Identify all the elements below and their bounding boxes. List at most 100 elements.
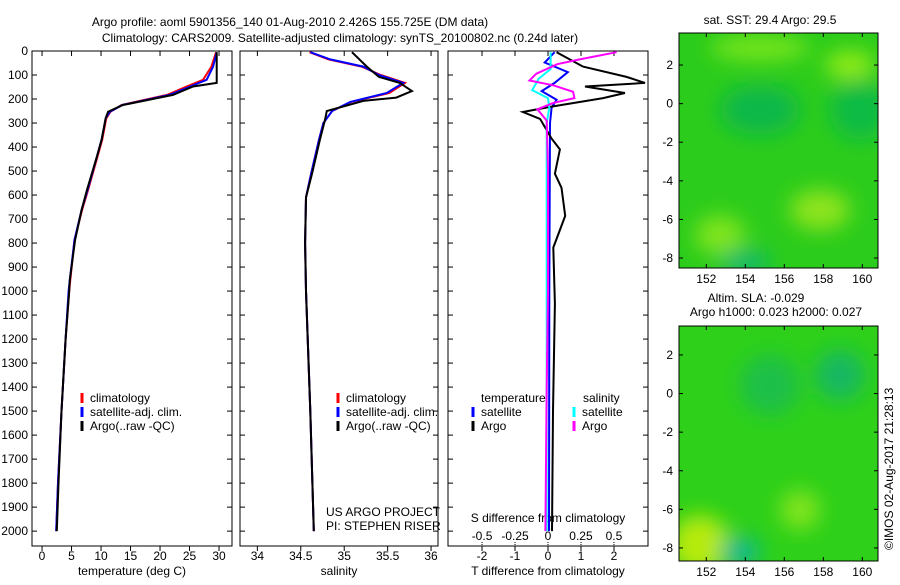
map-y-tick-label: -8 [662,541,673,555]
map-x-tick-label: 156 [774,272,794,286]
map-x-tick-label: 152 [696,565,716,579]
map-y-tick-label: -2 [662,135,673,149]
sst-map-title: sat. SST: 29.4 Argo: 29.5 [704,13,837,27]
series-line-argo-raw-qc- [304,51,414,532]
sla-map-title: Altim. SLA: -0.029 [708,291,805,305]
x2-tick-label: 0.25 [569,529,593,543]
figure-title-line2: Climatology: CARS2009. Satellite-adjuste… [102,31,578,45]
legend-header-salinity: salinity [583,391,620,405]
y-tick-label: 1900 [1,500,28,514]
y-tick-label: 2000 [1,524,28,538]
map-x-tick-label: 160 [852,565,872,579]
map-x-tick-label: 154 [735,272,755,286]
y-tick-label: 1000 [1,284,28,298]
legend-label: climatology [346,391,406,405]
series-line-climatology [304,51,408,532]
legend-label: Argo(..raw -QC) [90,419,175,433]
sla-map-subtitle: Argo h1000: 0.023 h2000: 0.027 [690,305,862,319]
x-tick-label: 1 [578,549,585,563]
legend-label: climatology [90,391,150,405]
y-tick-label: 1700 [1,452,28,466]
series-line-s-argo [527,51,617,532]
map-x-tick-label: 156 [774,565,794,579]
y-tick-label: 1200 [1,332,28,346]
y-tick-label: 400 [8,140,28,154]
y-tick-label: 1300 [1,356,28,370]
series-line-satellite-adj-clim- [304,51,406,532]
y-tick-label: 800 [8,236,28,250]
legend-label: satellite [481,405,522,419]
map-y-tick-label: 2 [666,58,673,72]
x-axis-label: T difference from climatology [471,564,625,578]
small-island-land [125,520,135,530]
y-tick-label: 1500 [1,404,28,418]
x2-tick-label: -0.25 [501,529,529,543]
x-tick-label: 0 [545,549,552,563]
x-tick-label: -1 [510,549,521,563]
series-line-t-satellite [539,51,570,532]
x-tick-label: 34.5 [289,549,313,563]
solomon-land [115,491,179,526]
x-tick-label: 20 [153,549,167,563]
y-tick-label: 500 [8,164,28,178]
legend-label: Argo [582,419,608,433]
copyright-label: ©IMOS 02-Aug-2017 21:28:13 [882,387,896,550]
y-tick-label: 900 [8,260,28,274]
legend-label: satellite-adj. clim. [90,405,182,419]
x2-tick-label: 0 [545,529,552,543]
legend-label: satellite [582,405,623,419]
navy-cell [31,159,43,178]
y-tick-label: 1600 [1,428,28,442]
map-y-tick-label: 2 [666,348,673,362]
y-tick-label: 100 [8,68,28,82]
x-tick-label: 0 [39,549,46,563]
sla-map: Altim. SLA: -0.029 Argo h1000: 0.023 h20… [78,291,879,579]
x-axis-label: salinity [321,564,358,578]
bougainville-land [78,466,103,497]
map-x-tick-label: 158 [813,565,833,579]
y-tick-label: 200 [8,92,28,106]
x-tick-label: 25 [183,549,197,563]
legend-label: satellite-adj. clim. [346,405,438,419]
project-annotation: US ARGO PROJECT [326,505,441,519]
map-y-tick-label: -6 [662,502,673,516]
y-tick-label: 1400 [1,380,28,394]
y-tick-label: 1800 [1,476,28,490]
profile-panel-3: -2 -1 0 1 2T difference from climatology -0.5… [447,50,649,578]
map-y-tick-label: -4 [662,174,673,188]
map-y-tick-label: -8 [662,251,673,265]
y-tick-label: 700 [8,212,28,226]
x-tick-label: 15 [124,549,138,563]
x-tick-label: 30 [212,549,226,563]
series-line-climatology [55,51,218,532]
x2-tick-label: 0.5 [606,529,623,543]
x-tick-label: 10 [94,549,108,563]
series-line-argo-raw-qc- [55,52,218,532]
y-tick-label: 600 [8,188,28,202]
map-y-tick-label: 0 [666,387,673,401]
series-line-satellite-adj-clim- [55,51,218,532]
y-tick-label: 300 [8,116,28,130]
x-tick-label: 36 [424,549,438,563]
legend-label: Argo(..raw -QC) [346,419,431,433]
panel-frame [239,50,439,547]
solomon-land [115,198,179,233]
y-tick-label: 1100 [2,308,28,322]
x-tick-label: 2 [611,549,618,563]
x-tick-label: 35 [338,549,352,563]
project-annotation: PI: STEPHEN RISER [326,519,441,533]
map-x-tick-label: 158 [813,272,833,286]
x-axis-label: temperature (deg C) [78,564,186,578]
yellow-cell [2,144,6,156]
map-x-tick-label: 160 [852,272,872,286]
map-y-tick-label: -6 [662,212,673,226]
map-y-tick-label: -4 [662,464,673,478]
sst-map: sat. SST: 29.4 Argo: 29.5 [0,13,879,286]
legend-header-temperature: temperature [481,391,546,405]
profile-panel-1: 0 100 200 300 400 500 600 700 800 900 1000 1100 1200… [1,44,233,578]
x-tick-label: 5 [68,549,75,563]
no-data-region [0,117,199,237]
legend-label: Argo [481,419,507,433]
map-x-tick-label: 154 [735,565,755,579]
